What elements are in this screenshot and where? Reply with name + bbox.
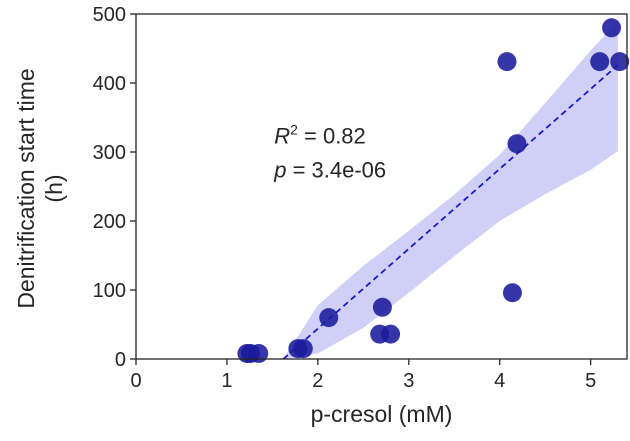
data-point [293,339,313,359]
data-point [249,343,269,363]
data-point [502,283,522,303]
y-tick-label: 0 [115,349,126,371]
y-axis-title-line-1: Denitrification start time [13,68,39,308]
y-tick-label: 500 [93,4,126,26]
r-squared-value: = 0.82 [298,124,366,149]
r-squared-superscript: 2 [290,122,298,138]
x-tick-label: 0 [130,370,141,392]
plot-border [135,13,628,360]
data-point [497,52,517,72]
y-tick-label: 300 [93,142,126,164]
y-axis-ticks: 0 100 200 300 400 500 [93,4,136,371]
data-point [602,18,622,38]
x-tick-label: 4 [494,370,505,392]
regression-line-layer [282,64,619,360]
data-point [610,52,630,72]
plot-frame [135,13,628,360]
x-tick-label: 3 [403,370,414,392]
x-tick-label: 5 [585,370,596,392]
data-point [381,324,401,344]
data-point [319,308,339,328]
confidence-band [283,20,618,360]
scatter-points-layer [237,18,630,363]
y-tick-label: 100 [93,280,126,302]
x-axis-title: p-cresol (mM) [311,401,453,427]
y-axis-title-line-2: (h) [41,174,67,202]
confidence-band-layer [283,20,618,360]
data-point [507,134,527,154]
r-squared-symbol: R [274,124,290,149]
data-point [590,52,610,72]
x-tick-label: 2 [312,370,323,392]
data-point [372,297,392,317]
p-value-value: = 3.4e-06 [286,158,386,183]
p-value-annotation: p = 3.4e-06 [273,158,386,183]
x-tick-label: 1 [221,370,232,392]
p-value-symbol: p [273,158,286,183]
regression-line [282,64,619,360]
y-tick-label: 400 [93,73,126,95]
y-tick-label: 200 [93,211,126,233]
x-axis-ticks: 0 1 2 3 4 5 [130,359,596,392]
r-squared-annotation: R2 = 0.82 [274,122,366,149]
